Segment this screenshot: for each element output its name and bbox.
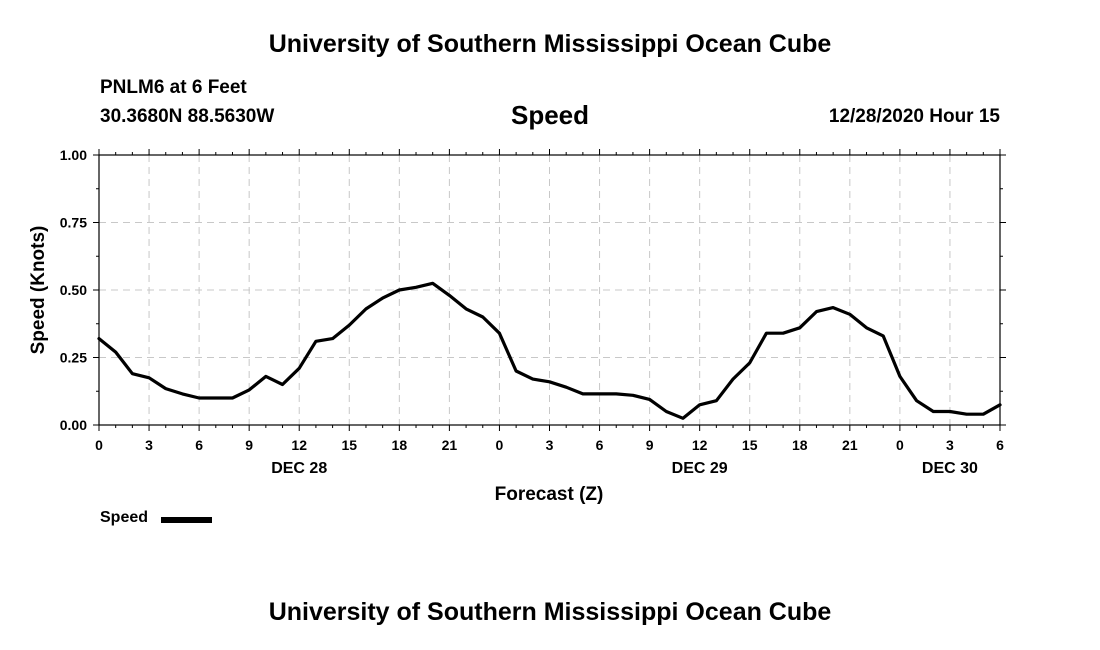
data-point — [632, 394, 634, 397]
data-point — [832, 306, 834, 309]
data-point — [298, 367, 301, 370]
y-tick-label: 0.75 — [60, 215, 87, 231]
data-point — [598, 393, 601, 395]
x-tick-label: 0 — [896, 437, 904, 453]
forecast-datetime: 12/28/2020 Hour 15 — [828, 106, 1000, 127]
chart-title-bottom: University of Southern Mississippi Ocean… — [268, 598, 832, 626]
data-point — [431, 282, 434, 285]
data-point — [331, 337, 334, 340]
x-axis-label: Forecast (Z) — [495, 484, 604, 505]
y-tick-label: 0.00 — [60, 417, 87, 433]
y-axis-label: Speed (Knots) — [28, 226, 49, 355]
data-point — [548, 381, 551, 383]
data-point — [498, 332, 501, 335]
legend-label: Speed — [100, 509, 149, 526]
data-point — [565, 386, 567, 389]
data-point — [98, 337, 100, 340]
x-tick-label: 18 — [792, 437, 808, 453]
y-tick-label: 0.50 — [60, 282, 87, 298]
x-tick-label: 0 — [496, 437, 504, 453]
data-point — [198, 397, 200, 399]
data-point — [815, 310, 818, 313]
data-point — [915, 399, 918, 402]
x-tick-label: 6 — [596, 437, 604, 453]
x-tick-label: 0 — [95, 437, 103, 453]
y-tick-label: 1.00 — [60, 147, 87, 163]
data-point — [281, 383, 284, 386]
data-point — [248, 389, 250, 391]
data-point — [582, 393, 584, 395]
y-tick-label: 0.25 — [60, 350, 87, 366]
data-point — [481, 316, 484, 318]
data-point — [648, 398, 651, 401]
series-layer — [97, 281, 1002, 420]
data-point — [748, 362, 751, 364]
chart-title-top: University of Southern Mississippi Ocean… — [268, 30, 832, 58]
x-axis-ticks: 0 3 6 9 12 15 18 21 0 3 6 9 12 15 18 21 0 3 6 — [95, 149, 1004, 453]
data-point — [348, 324, 351, 326]
data-point — [782, 332, 784, 335]
data-point — [448, 294, 451, 297]
data-point — [265, 375, 267, 378]
data-point — [865, 327, 868, 329]
variable-title: Speed — [510, 100, 590, 130]
data-point — [148, 376, 150, 379]
data-point — [381, 297, 384, 299]
data-point — [415, 286, 417, 289]
x-tick-label: 21 — [442, 437, 458, 453]
data-point — [164, 387, 167, 390]
data-point — [665, 410, 668, 413]
coordinates-label: 30.3680N 88.5630W — [100, 106, 275, 127]
data-point — [849, 313, 851, 316]
data-point — [999, 403, 1001, 406]
x-tick-label: 9 — [245, 437, 253, 453]
grid-lines — [99, 155, 1000, 425]
data-point — [798, 327, 801, 329]
x-tick-label: 21 — [842, 437, 858, 453]
x-tick-label: 18 — [392, 437, 408, 453]
x-tick-label: 3 — [946, 437, 954, 453]
data-point — [615, 393, 618, 395]
date-labels: DEC 28 DEC 29 DEC 30 — [271, 460, 978, 477]
date-label: DEC 29 — [672, 460, 728, 477]
data-point — [932, 410, 935, 413]
data-point — [315, 340, 317, 343]
data-point — [882, 335, 885, 337]
x-tick-label: 3 — [145, 437, 153, 453]
y-axis-ticks: 0.00 0.25 0.50 0.75 1.00 — [60, 147, 1006, 433]
data-point — [682, 417, 684, 420]
data-point — [131, 372, 134, 375]
legend-swatch — [161, 517, 212, 523]
x-tick-label: 15 — [742, 437, 758, 453]
data-point — [465, 308, 467, 310]
data-point — [965, 413, 968, 416]
data-point — [698, 403, 701, 406]
data-point — [114, 351, 117, 353]
data-point — [398, 289, 401, 291]
data-point — [765, 332, 768, 335]
data-point — [732, 378, 734, 380]
x-tick-label: 9 — [646, 437, 654, 453]
x-tick-label: 15 — [341, 437, 357, 453]
data-point — [231, 397, 234, 399]
x-tick-label: 6 — [996, 437, 1004, 453]
data-point — [515, 370, 517, 372]
x-tick-label: 3 — [546, 437, 554, 453]
data-point — [532, 378, 534, 380]
date-label: DEC 30 — [922, 460, 978, 477]
data-point — [715, 399, 718, 402]
data-point — [949, 410, 951, 413]
x-tick-label: 12 — [291, 437, 307, 453]
station-label: PNLM6 at 6 Feet — [100, 77, 247, 98]
date-label: DEC 28 — [271, 460, 327, 477]
data-point — [365, 308, 367, 310]
data-point — [982, 413, 985, 416]
x-tick-label: 12 — [692, 437, 708, 453]
data-point — [181, 393, 184, 395]
x-tick-label: 6 — [195, 437, 203, 453]
data-point — [899, 375, 901, 378]
data-point — [214, 397, 217, 399]
